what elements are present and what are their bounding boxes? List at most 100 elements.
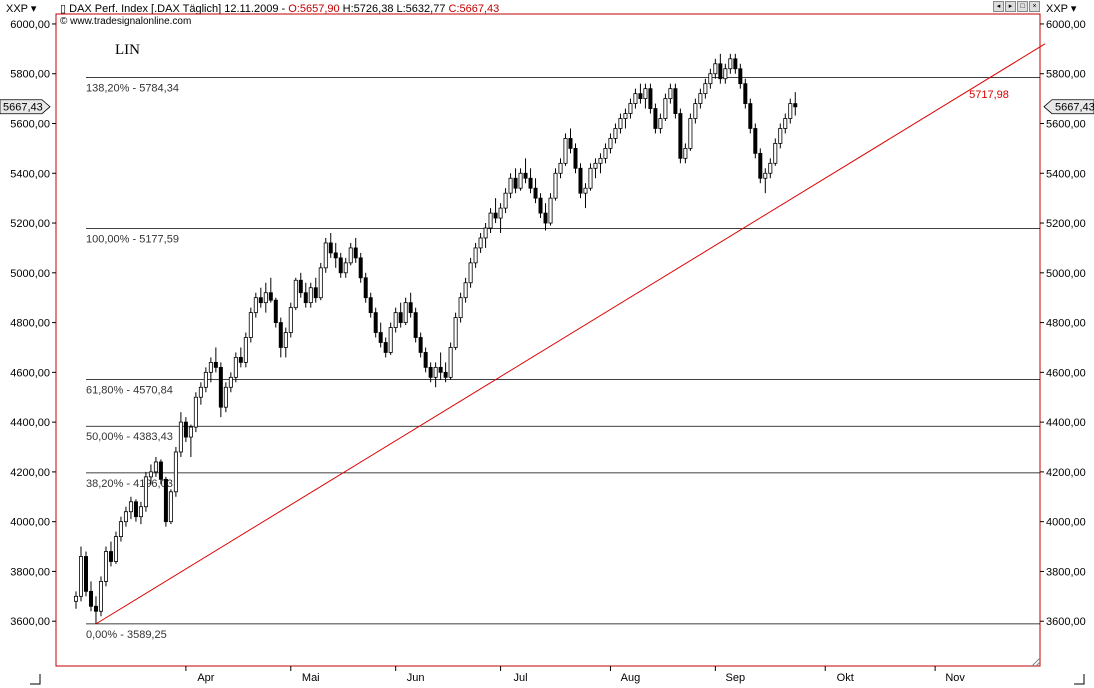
- right-arrow-icon[interactable]: ▸: [1005, 1, 1016, 12]
- candle-body: [508, 177, 513, 194]
- candle: [433, 362, 438, 388]
- candle: [388, 322, 393, 355]
- candle: [568, 128, 573, 154]
- candle-body: [633, 93, 638, 104]
- candle-body: [513, 177, 518, 189]
- candle: [748, 98, 753, 134]
- candle: [468, 257, 473, 288]
- candle: [198, 382, 203, 405]
- candle: [618, 113, 623, 134]
- candle: [678, 108, 683, 164]
- candle-body: [173, 451, 178, 493]
- y-tick-label-right: 4200,00: [1046, 467, 1086, 479]
- candle-body: [158, 461, 163, 480]
- fib-level-label: 0,00% - 3589,25: [86, 629, 167, 641]
- y-tick-label-right: 4400,00: [1046, 417, 1086, 429]
- candle: [163, 476, 168, 527]
- candle: [758, 148, 763, 184]
- candle-body: [668, 88, 673, 100]
- candle-body: [213, 361, 218, 368]
- y-tick-label-right: 3600,00: [1046, 616, 1086, 628]
- candle: [783, 113, 788, 134]
- y-tick-label-right: 5000,00: [1046, 268, 1086, 280]
- candle: [128, 496, 133, 520]
- candle-body: [548, 197, 553, 224]
- left-symbol-menu[interactable]: XXP ▾: [6, 2, 36, 15]
- candle-body: [773, 143, 778, 164]
- left-arrow-icon[interactable]: ◂: [993, 1, 1004, 12]
- candle: [603, 143, 608, 164]
- candle: [243, 332, 248, 368]
- candle-body: [428, 366, 433, 378]
- candle-body: [438, 366, 443, 373]
- y-tick-label-right: 5400,00: [1046, 168, 1086, 180]
- candle-body: [78, 556, 83, 597]
- trend-line-label: 5717,98: [969, 89, 1009, 101]
- candle-body: [563, 138, 568, 164]
- candle: [78, 546, 83, 602]
- candle-body: [128, 501, 133, 513]
- candle: [518, 168, 523, 191]
- candle: [753, 123, 758, 159]
- y-tick-label-left: 3800,00: [10, 566, 50, 578]
- last-price-tag-right: [1043, 99, 1094, 115]
- candle-body: [413, 312, 418, 338]
- candle-body: [238, 357, 243, 363]
- candle-body: [568, 138, 573, 149]
- candle: [698, 88, 703, 109]
- candle-body: [418, 337, 423, 353]
- candle-body: [333, 252, 338, 259]
- title-bar: XXP ▾ ▯ DAX Perf. Index [.DAX Täglich] 1…: [0, 0, 1094, 15]
- candle: [83, 551, 88, 597]
- candle: [153, 456, 158, 477]
- candle: [168, 489, 173, 525]
- candle: [443, 362, 448, 383]
- candle-body: [103, 551, 108, 582]
- candle-body: [663, 98, 668, 119]
- candle-body: [478, 237, 483, 249]
- candle-body: [533, 187, 538, 199]
- candle-body: [408, 302, 413, 314]
- candle-body: [183, 421, 188, 438]
- y-tick-label-left: 4200,00: [10, 467, 50, 479]
- candle-body: [688, 118, 693, 149]
- y-tick-label-left: 6000,00: [10, 19, 50, 31]
- candle: [668, 83, 673, 104]
- fib-level-label: 50,00% - 4383,43: [86, 431, 173, 443]
- candle-body: [543, 212, 548, 224]
- candle-body: [713, 63, 718, 75]
- candle-body: [603, 147, 608, 159]
- right-symbol-menu[interactable]: XXP ▾: [1046, 2, 1076, 15]
- candle: [118, 516, 123, 542]
- maximize-icon[interactable]: □: [1017, 1, 1028, 12]
- candle: [318, 262, 323, 301]
- candle: [683, 143, 688, 164]
- last-price-label-left: 5667,43: [3, 102, 43, 114]
- candle: [738, 63, 743, 89]
- candle-body: [148, 471, 153, 478]
- candle: [533, 178, 538, 204]
- candle-body: [483, 227, 488, 239]
- trend-line: [95, 43, 1046, 625]
- candle: [138, 501, 143, 525]
- candle: [548, 193, 553, 226]
- candle: [233, 352, 238, 383]
- fib-level-label: 100,00% - 5177,59: [86, 234, 179, 246]
- x-tick-label: Jun: [407, 672, 425, 684]
- resize-grip-icon: [1031, 657, 1041, 667]
- candle-body: [638, 93, 643, 100]
- candle-body: [768, 162, 773, 174]
- candle: [353, 237, 358, 263]
- close-icon[interactable]: ×: [1029, 1, 1040, 12]
- candle-body: [263, 292, 268, 304]
- candle-body: [113, 536, 118, 562]
- candle-body: [553, 172, 558, 199]
- candle: [143, 471, 148, 512]
- candle: [418, 332, 423, 358]
- candle-body: [248, 312, 253, 338]
- candle-body: [743, 83, 748, 104]
- candle: [288, 302, 293, 338]
- y-tick-label-left: 4600,00: [10, 367, 50, 379]
- chevron-down-icon: ▾: [30, 3, 37, 15]
